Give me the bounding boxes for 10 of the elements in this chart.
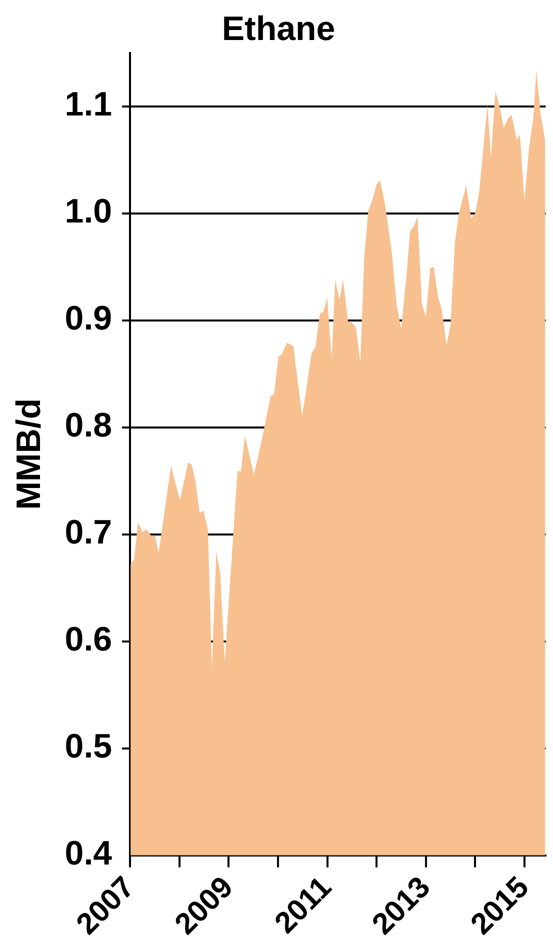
- y-tick-label: 1.1: [64, 86, 112, 124]
- y-tick-label: 0.6: [64, 620, 112, 659]
- y-tick-label: 0.5: [64, 728, 112, 766]
- y-tick-label: 1.0: [64, 192, 112, 231]
- y-axis-title: MMB/d: [10, 398, 48, 510]
- y-tick-label: 0.9: [64, 300, 112, 338]
- y-tick-label: 0.8: [64, 406, 112, 445]
- y-tick-label: 0.7: [64, 514, 112, 552]
- chart-title: Ethane: [222, 10, 336, 48]
- y-tick-label: 0.4: [64, 834, 112, 873]
